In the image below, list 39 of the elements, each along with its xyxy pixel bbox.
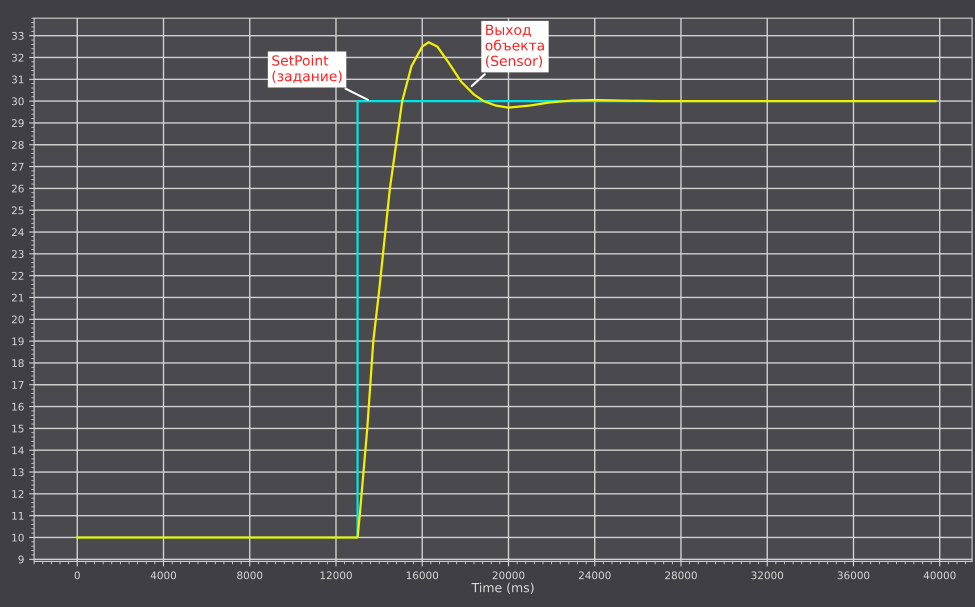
y-tick-label: 14 bbox=[12, 446, 24, 454]
y-tick-label: 13 bbox=[12, 468, 24, 476]
y-tick-label: 9 bbox=[18, 556, 24, 564]
y-tick-label: 28 bbox=[12, 140, 24, 149]
x-axis-title: Time (ms) bbox=[472, 582, 534, 594]
x-tick-label: 16000 bbox=[406, 571, 438, 580]
x-tick-label: 0 bbox=[74, 571, 80, 580]
y-tick-label: 11 bbox=[12, 512, 24, 520]
x-tick-label: 4000 bbox=[150, 571, 176, 580]
y-tick-label: 22 bbox=[12, 272, 24, 280]
y-tick-label: 19 bbox=[12, 337, 24, 346]
y-tick-label: 18 bbox=[12, 359, 24, 368]
y-tick-label: 30 bbox=[12, 97, 24, 106]
x-tick-label: 24000 bbox=[578, 571, 611, 580]
y-tick-label: 10 bbox=[12, 534, 24, 542]
y-tick-label: 27 bbox=[12, 162, 24, 171]
y-tick-label: 29 bbox=[12, 119, 24, 128]
x-tick-label: 28000 bbox=[665, 571, 697, 580]
x-tick-label: 36000 bbox=[838, 571, 870, 580]
x-tick-label: 40000 bbox=[924, 571, 956, 580]
x-tick-label: 8000 bbox=[237, 571, 262, 580]
y-tick-label: 12 bbox=[12, 490, 24, 498]
y-tick-label: 24 bbox=[12, 228, 24, 236]
x-tick-label: 32000 bbox=[751, 571, 784, 580]
y-tick-label: 31 bbox=[12, 76, 24, 84]
x-tick-label: 12000 bbox=[320, 571, 352, 580]
y-tick-label: 23 bbox=[12, 250, 24, 258]
y-tick-label: 25 bbox=[12, 206, 24, 214]
x-tick-label: 20000 bbox=[492, 571, 524, 580]
y-tick-label: 15 bbox=[12, 424, 24, 432]
y-tick-label: 17 bbox=[12, 381, 24, 389]
y-tick-label: 32 bbox=[12, 54, 24, 62]
y-tick-label: 16 bbox=[12, 402, 24, 411]
y-tick-label: 20 bbox=[12, 316, 24, 324]
annotation: Выход объекта (Sensor) bbox=[486, 24, 544, 68]
annotation: SetPoint (задание) bbox=[272, 54, 342, 84]
y-tick-label: 21 bbox=[12, 294, 24, 302]
y-tick-label: 33 bbox=[12, 32, 24, 40]
y-tick-label: 26 bbox=[12, 184, 24, 192]
